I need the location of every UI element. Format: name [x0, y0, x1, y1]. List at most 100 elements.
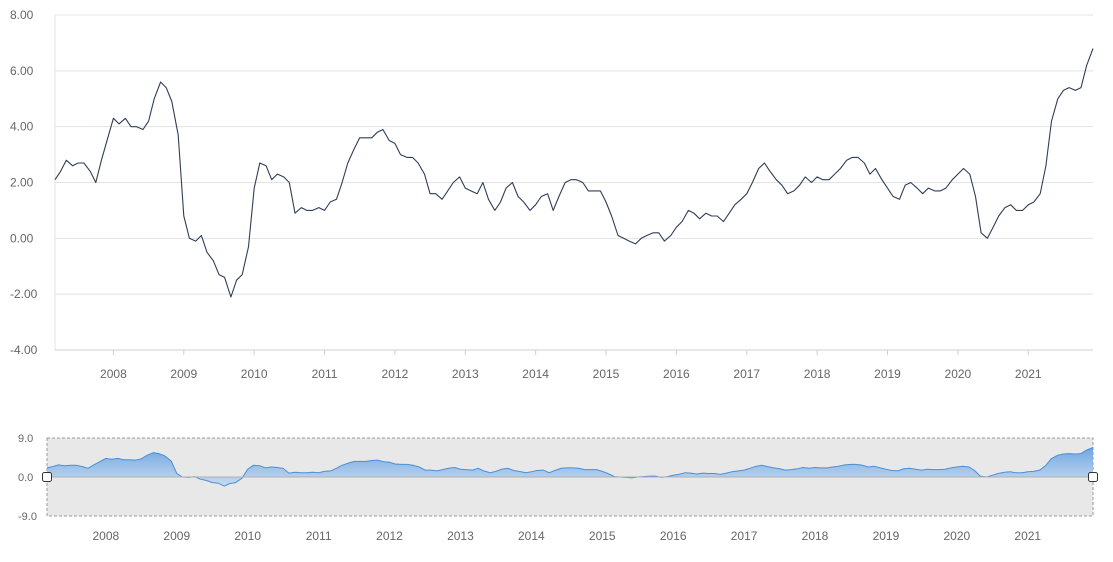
data-point[interactable] — [809, 180, 814, 185]
data-point[interactable] — [803, 174, 808, 179]
data-point[interactable] — [609, 214, 614, 219]
data-point[interactable] — [533, 202, 538, 207]
data-point[interactable] — [727, 211, 732, 216]
data-point[interactable] — [521, 200, 526, 205]
data-point[interactable] — [651, 230, 656, 235]
data-point[interactable] — [1038, 191, 1043, 196]
data-point[interactable] — [715, 214, 720, 219]
data-point[interactable] — [991, 225, 996, 230]
data-point[interactable] — [328, 200, 333, 205]
data-point[interactable] — [234, 278, 239, 283]
data-point[interactable] — [985, 236, 990, 241]
data-point[interactable] — [586, 188, 591, 193]
data-point[interactable] — [88, 169, 93, 174]
data-point[interactable] — [70, 163, 75, 168]
data-point[interactable] — [64, 158, 69, 163]
data-point[interactable] — [915, 186, 920, 191]
data-point[interactable] — [762, 161, 767, 166]
data-point[interactable] — [1049, 119, 1054, 124]
data-point[interactable] — [692, 211, 697, 216]
data-point[interactable] — [398, 152, 403, 157]
data-point[interactable] — [633, 241, 638, 246]
data-point[interactable] — [621, 236, 626, 241]
data-point[interactable] — [744, 191, 749, 196]
data-point[interactable] — [480, 180, 485, 185]
data-point[interactable] — [281, 174, 286, 179]
data-point[interactable] — [316, 205, 321, 210]
data-point[interactable] — [903, 183, 908, 188]
data-point[interactable] — [568, 177, 573, 182]
data-point[interactable] — [492, 208, 497, 213]
data-point[interactable] — [105, 135, 110, 140]
data-point[interactable] — [222, 275, 227, 280]
data-point[interactable] — [780, 183, 785, 188]
data-point[interactable] — [926, 186, 931, 191]
range-handle-right[interactable] — [1088, 472, 1098, 482]
data-point[interactable] — [392, 141, 397, 146]
data-point[interactable] — [451, 180, 456, 185]
data-point[interactable] — [973, 194, 978, 199]
data-point[interactable] — [668, 233, 673, 238]
data-point[interactable] — [304, 208, 309, 213]
data-point[interactable] — [545, 191, 550, 196]
data-point[interactable] — [580, 180, 585, 185]
data-point[interactable] — [205, 250, 210, 255]
data-point[interactable] — [357, 135, 362, 140]
data-point[interactable] — [433, 191, 438, 196]
data-point[interactable] — [996, 214, 1001, 219]
data-point[interactable] — [873, 166, 878, 171]
data-point[interactable] — [592, 188, 597, 193]
data-point[interactable] — [739, 197, 744, 202]
data-point[interactable] — [938, 188, 943, 193]
data-point[interactable] — [627, 239, 632, 244]
data-point[interactable] — [639, 236, 644, 241]
data-point[interactable] — [1084, 63, 1089, 68]
data-point[interactable] — [146, 119, 151, 124]
data-point[interactable] — [955, 172, 960, 177]
data-point[interactable] — [486, 197, 491, 202]
data-point[interactable] — [604, 200, 609, 205]
data-point[interactable] — [240, 272, 245, 277]
data-point[interactable] — [123, 116, 128, 121]
data-point[interactable] — [510, 180, 515, 185]
data-point[interactable] — [768, 169, 773, 174]
data-point[interactable] — [193, 239, 198, 244]
data-point[interactable] — [662, 239, 667, 244]
data-point[interactable] — [516, 194, 521, 199]
data-point[interactable] — [375, 130, 380, 135]
data-point[interactable] — [897, 197, 902, 202]
data-point[interactable] — [211, 258, 216, 263]
data-point[interactable] — [528, 208, 533, 213]
data-point[interactable] — [199, 233, 204, 238]
data-point[interactable] — [264, 163, 269, 168]
data-point[interactable] — [111, 116, 116, 121]
data-point[interactable] — [908, 180, 913, 185]
data-point[interactable] — [504, 186, 509, 191]
data-point[interactable] — [187, 236, 192, 241]
data-point[interactable] — [1026, 202, 1031, 207]
data-point[interactable] — [961, 166, 966, 171]
data-point[interactable] — [176, 133, 181, 138]
data-point[interactable] — [81, 161, 86, 166]
data-point[interactable] — [1055, 96, 1060, 101]
data-point[interactable] — [228, 295, 233, 300]
data-point[interactable] — [862, 161, 867, 166]
data-point[interactable] — [774, 177, 779, 182]
data-point[interactable] — [269, 177, 274, 182]
range-handle-left[interactable] — [42, 472, 52, 482]
data-point[interactable] — [827, 177, 832, 182]
data-point[interactable] — [1008, 202, 1013, 207]
data-point[interactable] — [920, 191, 925, 196]
data-point[interactable] — [686, 208, 691, 213]
data-point[interactable] — [287, 180, 292, 185]
data-point[interactable] — [697, 216, 702, 221]
data-point[interactable] — [616, 233, 621, 238]
data-point[interactable] — [750, 180, 755, 185]
data-point[interactable] — [950, 177, 955, 182]
data-point[interactable] — [53, 177, 58, 182]
data-point[interactable] — [134, 124, 139, 129]
data-point[interactable] — [387, 138, 392, 143]
data-point[interactable] — [217, 272, 222, 277]
data-point[interactable] — [299, 205, 304, 210]
data-point[interactable] — [252, 186, 257, 191]
